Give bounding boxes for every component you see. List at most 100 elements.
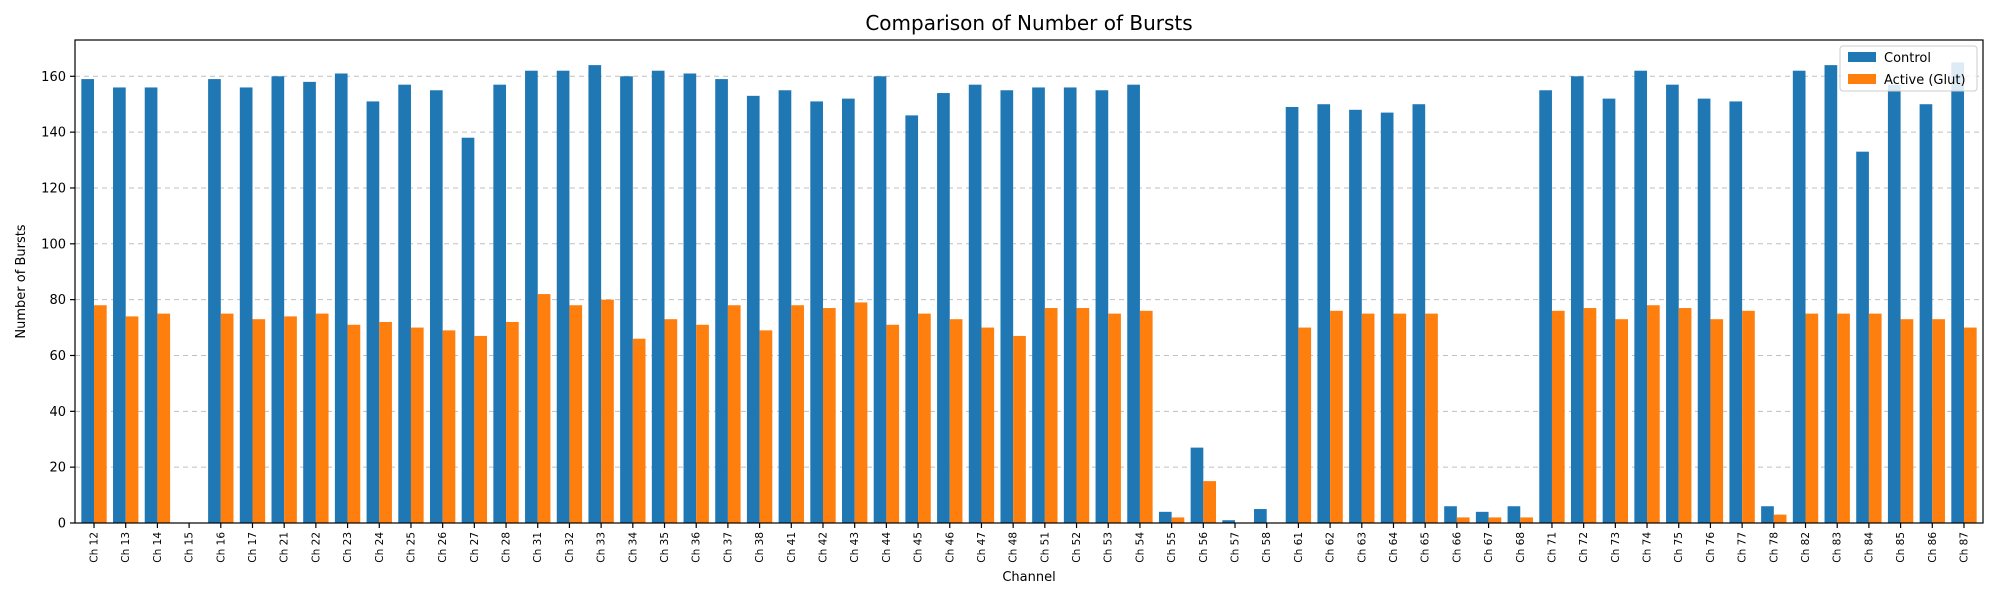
bar [949, 319, 963, 523]
legend-label-control: Control [1884, 51, 1931, 66]
bar [759, 330, 773, 523]
bar [1361, 313, 1375, 523]
bar [1488, 517, 1502, 523]
x-tick-label: Ch 53 [1103, 532, 1115, 563]
x-tick-label: Ch 37 [722, 532, 734, 563]
bar [525, 70, 538, 523]
bar [1000, 90, 1014, 523]
bar [873, 76, 887, 523]
x-tick-label: Ch 16 [215, 532, 227, 563]
bar [429, 90, 443, 523]
bar [683, 73, 697, 523]
x-tick-label: Ch 62 [1325, 532, 1337, 563]
x-tick-label: Ch 14 [152, 532, 164, 563]
x-tick-label: Ch 24 [374, 532, 386, 563]
x-tick-label: Ch 46 [944, 532, 956, 563]
bar [1539, 90, 1552, 523]
x-tick-label: Ch 64 [1388, 532, 1400, 563]
bar [1551, 310, 1565, 523]
bar [125, 316, 139, 523]
x-tick-label: Ch 28 [501, 532, 513, 563]
x-tick-label: Ch 13 [120, 532, 132, 563]
bar [303, 81, 316, 524]
bar [727, 305, 741, 523]
x-axis-label: Channel [1002, 570, 1055, 585]
bar [113, 87, 126, 523]
bar [347, 324, 361, 523]
bar [1520, 517, 1533, 523]
bar [208, 79, 221, 524]
bar [1393, 313, 1407, 523]
x-tick-label: Ch 67 [1483, 532, 1495, 563]
x-tick-label: Ch 17 [247, 532, 259, 563]
bar [715, 79, 728, 524]
bar [239, 87, 253, 523]
bar [1139, 310, 1153, 523]
bar [442, 330, 456, 523]
x-tick-label: Ch 61 [1293, 532, 1305, 563]
chart-title: Comparison of Number of Bursts [865, 11, 1192, 35]
bar [664, 319, 678, 523]
bars-layer [81, 62, 1977, 524]
x-tick-label: Ch 26 [437, 532, 449, 563]
bar [937, 93, 950, 524]
bar [1837, 313, 1850, 523]
bar [1805, 313, 1819, 523]
x-tick-label: Ch 15 [184, 532, 196, 563]
x-tick-label: Ch 44 [881, 532, 893, 563]
y-tick-label: 20 [49, 461, 66, 476]
x-tick-label: Ch 58 [1261, 532, 1273, 563]
bar [220, 313, 234, 523]
bar [474, 335, 488, 523]
bar [886, 324, 900, 523]
bar [1158, 511, 1172, 523]
x-tick-label: Ch 33 [596, 532, 608, 563]
y-tick-label: 80 [49, 293, 66, 308]
bar [94, 305, 107, 523]
bar [1666, 84, 1679, 523]
y-tick-label: 160 [41, 70, 66, 85]
x-tick-label: Ch 31 [532, 532, 544, 563]
bar [1108, 313, 1121, 523]
bar [1583, 308, 1597, 523]
bar [366, 101, 380, 523]
bar [1729, 101, 1743, 523]
x-tick-label: Ch 75 [1673, 532, 1685, 563]
bar [588, 65, 602, 523]
bar [410, 327, 424, 523]
bar [271, 76, 285, 523]
bar [810, 101, 823, 523]
bar [1032, 87, 1045, 523]
bar [1900, 319, 1914, 523]
y-tick-label: 100 [41, 237, 66, 252]
bar [822, 308, 836, 523]
bar [252, 319, 266, 523]
x-tick-label: Ch 27 [469, 532, 481, 563]
bar [1678, 308, 1692, 523]
bar [1647, 305, 1660, 523]
x-tick-label: Ch 73 [1610, 532, 1622, 563]
bar [918, 313, 931, 523]
bar [1887, 84, 1901, 523]
bar [1697, 98, 1711, 523]
bar [1254, 509, 1267, 523]
x-tick-label: Ch 22 [310, 532, 322, 563]
legend-swatch-active-glut [1848, 74, 1876, 84]
bar [1742, 310, 1755, 523]
bar [1761, 506, 1774, 523]
bar [1963, 327, 1977, 523]
bar [1773, 514, 1787, 523]
x-tick-label: Ch 48 [1008, 532, 1020, 563]
x-tick-label: Ch 38 [754, 532, 766, 563]
bar [1412, 104, 1426, 524]
x-tick-label: Ch 78 [1768, 532, 1780, 563]
bar [1063, 87, 1077, 523]
legend-label-active-glut: Active (Glut) [1884, 73, 1966, 88]
bar [1792, 70, 1806, 523]
bar [651, 70, 665, 523]
bar [1602, 98, 1616, 523]
y-axis-label: Number of Bursts [14, 224, 29, 338]
bar [778, 90, 792, 523]
x-tick-label: Ch 65 [1420, 532, 1432, 563]
